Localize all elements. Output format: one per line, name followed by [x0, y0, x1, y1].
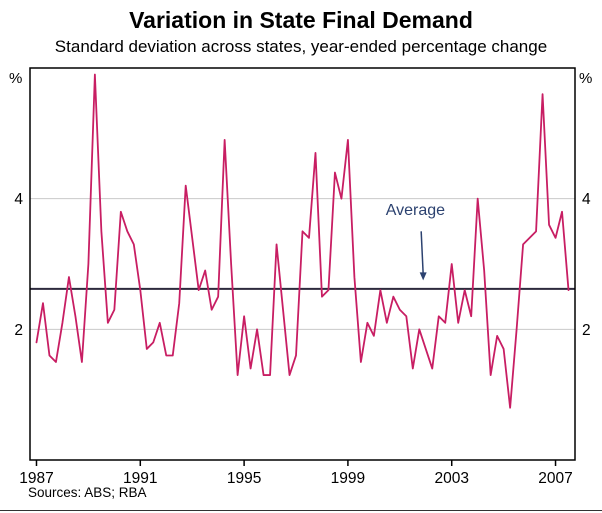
annotation-arrow-line	[420, 231, 424, 275]
x-tick-label: 1987	[19, 470, 53, 487]
chart-title: Variation in State Final Demand	[129, 7, 473, 33]
x-tick-label: 1995	[227, 470, 261, 487]
x-tick-label: 1991	[123, 470, 157, 487]
chart-plot-area: 1987 1991 1995 1999 2003 2007 2 2 4 4	[14, 67, 591, 487]
y-tick-label-right: 4	[582, 191, 591, 208]
x-tick-label: 2007	[538, 470, 572, 487]
annotation-arrow-head	[419, 272, 427, 281]
y-axis-unit-right: %	[579, 70, 592, 87]
series-line	[35, 73, 570, 409]
y-tick-label-left: 4	[14, 191, 23, 208]
source-note: Sources: ABS; RBA	[28, 485, 147, 500]
axes-frame	[29, 67, 576, 461]
y-axis-unit-left: %	[9, 70, 22, 87]
x-tick-label: 2003	[434, 470, 468, 487]
chart-subtitle: Standard deviation across states, year-e…	[55, 37, 547, 56]
x-tick-label: 1999	[331, 470, 365, 487]
y-tick-label-left: 2	[14, 322, 23, 339]
average-annotation-label: Average	[386, 202, 445, 219]
y-tick-label-right: 2	[582, 322, 591, 339]
